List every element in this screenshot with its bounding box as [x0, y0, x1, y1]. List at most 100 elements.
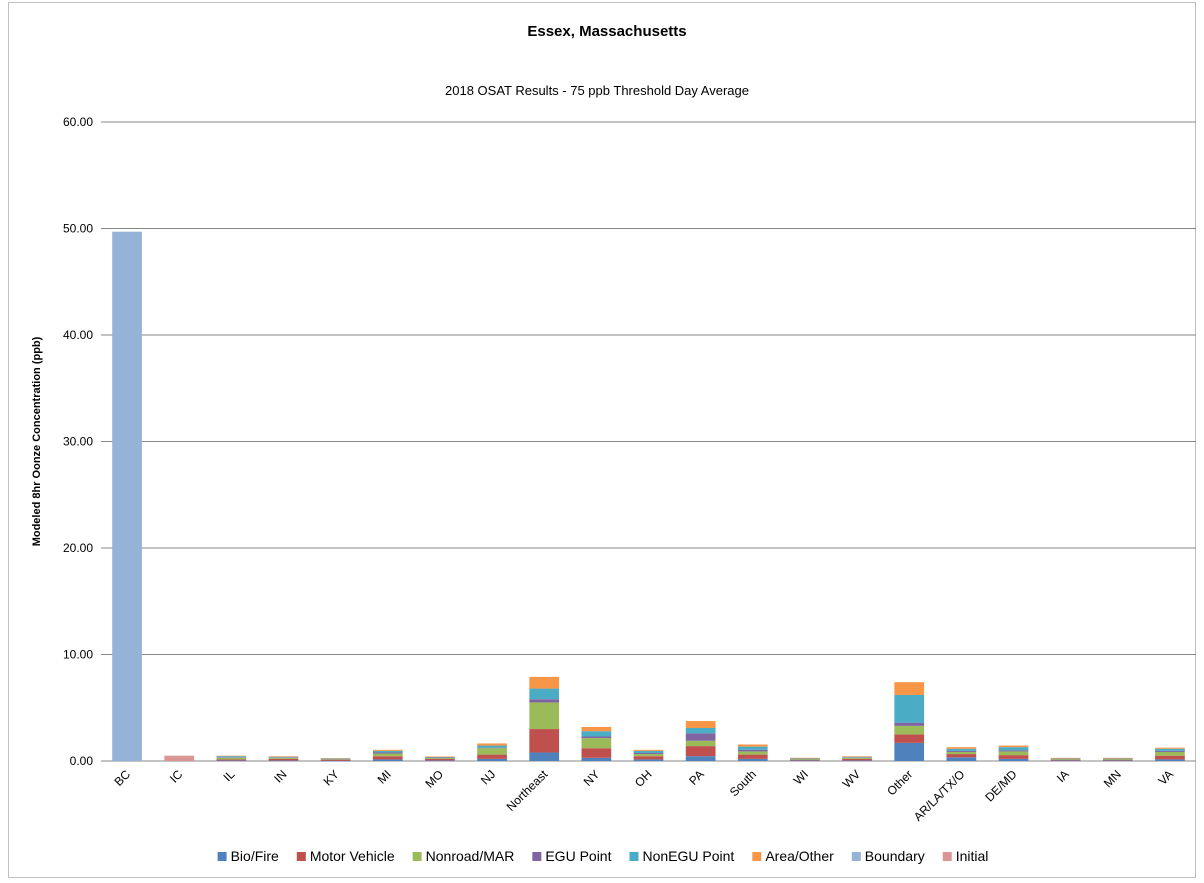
bar-segment: [842, 756, 872, 758]
bar-segment: [1155, 755, 1185, 760]
bar-segment: [790, 760, 820, 761]
bar-segment: [1102, 759, 1133, 761]
bar-segment: [112, 231, 142, 761]
bar-segment: [477, 743, 507, 746]
bar-segment: [737, 746, 768, 750]
bar-segment: [320, 758, 351, 760]
x-tick-label: NY: [581, 767, 603, 789]
bar-segment: [1155, 747, 1185, 749]
bar-segment: [529, 702, 560, 730]
x-tick-label: IL: [220, 767, 237, 784]
bar-segment: [529, 752, 560, 761]
bar-segment: [320, 760, 351, 762]
x-axis-ticks: BC IC IL IN KY MI MO NJ Northeast NY OH PA South WI WV…: [112, 767, 1177, 824]
bar-segment: [529, 699, 560, 703]
bar-segment: [581, 738, 612, 749]
chart-subtitle: 2018 OSAT Results - 75 ppb Threshold Day…: [445, 83, 749, 98]
bar-segment: [894, 734, 925, 743]
bar-segment: [529, 676, 560, 689]
bar-segment: [425, 758, 455, 761]
legend-item: Nonroad/MAR: [412, 848, 514, 864]
legend-item: Area/Other: [752, 848, 834, 864]
bar-segment: [216, 760, 247, 761]
bar-segment: [946, 754, 977, 758]
bar-segment: [685, 733, 716, 741]
bar-segment: [633, 749, 664, 751]
bar-segment: [268, 757, 299, 759]
bar-segment: [633, 756, 664, 760]
bar-segment: [894, 694, 925, 723]
bar-segment: [425, 756, 455, 758]
bar-segment: [1102, 757, 1133, 759]
bar-segment: [946, 748, 977, 751]
bar-segment: [1155, 751, 1185, 756]
bar-segment: [1102, 758, 1133, 760]
legend-swatch: [217, 852, 227, 861]
bar-segment: [894, 722, 925, 726]
bar-segment: [842, 760, 872, 761]
bar-segment: [685, 727, 716, 734]
y-axis-ticks: 0.00 10.00 20.00 30.00 40.00 50.00 60.00: [63, 115, 93, 768]
bar-segment: [477, 748, 507, 755]
bar-segment: [998, 750, 1029, 752]
bar-segment: [1050, 759, 1081, 761]
chart-frame: Essex, Massachusetts 2018 OSAT Results -…: [8, 2, 1196, 878]
bar-segment: [268, 760, 299, 761]
bar-segment: [268, 756, 299, 758]
bar-segment: [894, 742, 925, 761]
x-tick-label: IA: [1054, 767, 1072, 785]
bar-segment: [1050, 758, 1081, 760]
legend-label: Boundary: [865, 848, 925, 864]
bar-segment: [425, 757, 455, 759]
bar-segment: [320, 759, 351, 760]
bar-segment: [1155, 748, 1185, 751]
x-tick-label: WV: [840, 767, 864, 791]
bar-segment: [685, 746, 716, 757]
x-tick-label: BC: [112, 767, 134, 789]
bar-segment: [529, 729, 560, 753]
bar-segment: [790, 757, 820, 759]
bar-segment: [842, 757, 872, 758]
legend-label: NonEGU Point: [642, 848, 734, 864]
y-tick-label: 0.00: [70, 754, 94, 768]
y-tick-label: 10.00: [63, 648, 93, 662]
bar-segment: [685, 721, 716, 728]
y-tick-label: 20.00: [63, 541, 93, 555]
bar-segment: [946, 751, 977, 755]
x-tick-label: MO: [422, 767, 446, 791]
x-tick-label: IC: [167, 767, 186, 786]
bar-segment: [946, 747, 977, 749]
bar-segment: [581, 748, 612, 758]
bar-segment: [372, 750, 403, 753]
bar-segment: [842, 756, 872, 757]
y-tick-label: 50.00: [63, 222, 93, 236]
x-tick-label: VA: [1155, 767, 1176, 788]
bar-segment: [477, 745, 507, 748]
x-tick-label: South: [727, 767, 759, 799]
legend: Bio/Fire Motor Vehicle Nonroad/MAR EGU Poin…: [217, 848, 989, 864]
bar-segment: [320, 759, 351, 761]
legend-swatch: [412, 852, 422, 861]
chart-canvas: Essex, Massachusetts 2018 OSAT Results -…: [31, 23, 1196, 864]
bar-segment: [842, 757, 872, 759]
bar-segment: [1050, 760, 1081, 761]
bar-segment: [425, 757, 455, 758]
y-tick-label: 30.00: [63, 435, 93, 449]
bar-segment: [1102, 758, 1133, 760]
bar-segment: [894, 682, 925, 695]
legend-item: Boundary: [851, 848, 925, 864]
x-tick-label: PA: [686, 767, 707, 788]
legend-label: Initial: [956, 848, 989, 864]
legend-swatch: [629, 852, 639, 861]
bar-segment: [633, 750, 664, 754]
legend-swatch: [942, 852, 952, 861]
legend-label: EGU Point: [545, 848, 611, 864]
bar-segment: [581, 731, 612, 737]
bar-segment: [737, 758, 768, 761]
bar-segment: [268, 758, 299, 761]
x-tick-label: AR/LA/TX/O: [911, 767, 968, 824]
bar-segment: [477, 747, 507, 749]
x-tick-label: OH: [632, 767, 655, 790]
bar-segment: [633, 759, 664, 761]
bar-segment: [633, 753, 664, 755]
